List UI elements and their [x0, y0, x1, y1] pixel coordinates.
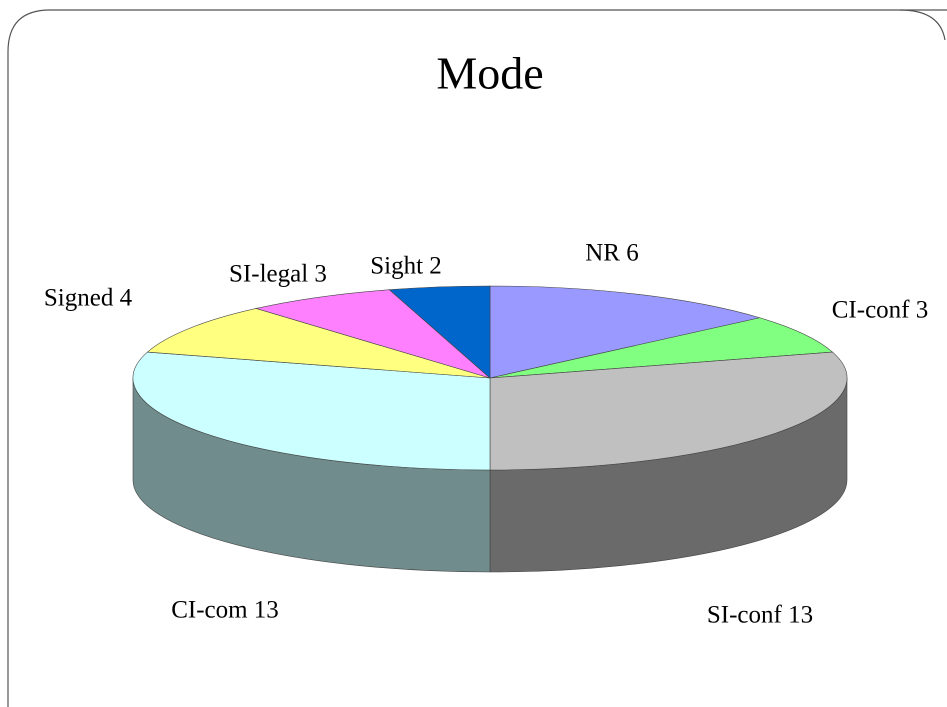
slice-label: SI-conf 13: [707, 602, 813, 629]
slice-label: SI-legal 3: [229, 261, 327, 288]
slice-label: CI-conf 3: [832, 297, 929, 324]
pie-slice: [489, 285, 761, 379]
pie-slice: [388, 285, 491, 379]
pie-slice: [132, 351, 491, 471]
slice-label: NR 6: [585, 240, 638, 267]
chart-title: Mode: [436, 48, 543, 99]
slide-border: [899, 9, 946, 41]
pie-slice: [489, 351, 848, 471]
slide-border: [7, 9, 947, 707]
pie-slice: [255, 289, 491, 379]
pie-slice: [146, 308, 491, 379]
pie-slice: [489, 317, 834, 379]
slice-label: CI-com 13: [171, 597, 279, 624]
slice-label: Sight 2: [370, 253, 442, 280]
slice-label: Signed 4: [44, 285, 133, 312]
